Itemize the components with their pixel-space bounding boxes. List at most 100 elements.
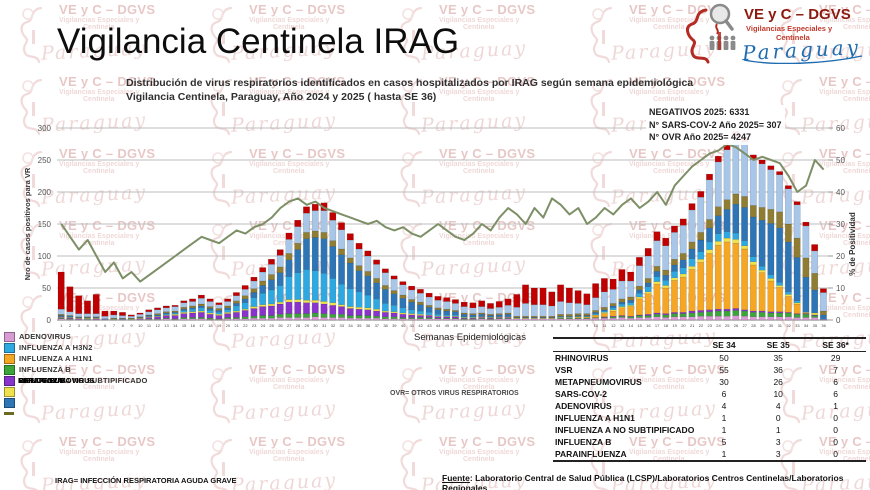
watermark-script: Paraguay	[420, 253, 528, 281]
bar-segment	[66, 317, 74, 319]
x-tick-label: 14	[629, 323, 634, 328]
watermark-script: Paraguay	[230, 253, 338, 281]
bar-segment	[714, 244, 722, 310]
x-tick-label: 42	[418, 323, 423, 328]
bar-segment	[601, 317, 608, 321]
bar-segment	[732, 203, 740, 234]
bar-segment	[487, 303, 494, 309]
x-tick-label: 1	[516, 323, 519, 328]
watermark-title: VE y C – DGVS	[59, 434, 156, 449]
bar-segment	[373, 308, 380, 312]
bar-segment	[417, 314, 424, 316]
bar-segment	[469, 313, 477, 316]
bar-segment	[714, 233, 722, 242]
bar-segment	[285, 317, 293, 321]
bar-segment	[434, 318, 442, 321]
legend-color-swatch	[4, 331, 15, 342]
x-tick-label: 7	[113, 323, 116, 328]
x-tick-label: 11	[147, 323, 152, 328]
bar-segment	[233, 305, 240, 312]
watermark-title: VE y C – DGVS	[59, 2, 156, 17]
bar-segment	[644, 248, 652, 257]
bar-segment	[653, 240, 661, 267]
bar-segment	[522, 284, 529, 304]
bar-segment	[793, 204, 801, 239]
bar-segment	[706, 309, 713, 312]
bar-segment	[811, 314, 819, 316]
watermark-subtitle-2: Centinela	[843, 168, 870, 175]
source-note: Fuente: Laboratorio Central de Salud Púb…	[442, 473, 870, 490]
x-tick-label: 50	[488, 323, 493, 328]
bar-segment	[513, 317, 521, 319]
bar-segment	[276, 301, 284, 305]
bar-segment	[136, 314, 144, 317]
bar-segment	[749, 264, 757, 312]
bar-segment	[714, 315, 722, 321]
x-tick-label: 2	[69, 323, 72, 328]
bar-segment	[145, 316, 153, 318]
bar-segment	[688, 269, 696, 312]
bar-segment	[574, 315, 582, 317]
bar-segment	[504, 317, 512, 319]
bar-segment	[57, 318, 65, 321]
bar-segment	[776, 227, 783, 283]
virus-count-cell: 4	[721, 401, 727, 411]
bar-segment	[338, 248, 345, 255]
y-right-tick-label: 50	[836, 156, 845, 165]
bar-segment	[758, 163, 766, 208]
bar-segment	[66, 318, 74, 320]
bar-segment	[767, 311, 775, 314]
bar-segment	[767, 274, 775, 279]
x-tick-label: 22	[699, 323, 704, 328]
x-tick-label: 20	[226, 323, 231, 328]
bar-segment	[460, 318, 468, 320]
bar-segment	[618, 280, 626, 300]
bar-segment	[530, 304, 538, 317]
watermark-title: VE y C – DGVS	[629, 146, 726, 161]
x-tick-label: 33	[795, 323, 800, 328]
bar-segment	[127, 319, 135, 321]
virus-name-cell: SARS-COV-2	[555, 389, 607, 399]
bar-segment	[162, 314, 170, 316]
x-tick-label: 51	[497, 323, 502, 328]
bar-segment	[636, 296, 643, 300]
bar-segment	[688, 310, 696, 314]
watermark-script: Paraguay	[800, 181, 870, 209]
bar-segment	[329, 314, 337, 318]
bar-segment	[793, 313, 801, 315]
bar-segment	[92, 317, 100, 319]
bar-segment	[250, 288, 258, 293]
bar-segment	[679, 218, 687, 226]
bar-segment	[749, 256, 757, 262]
bar-segment	[487, 314, 494, 316]
bar-segment	[723, 241, 731, 310]
bar-segment	[294, 301, 302, 314]
bar-segment	[592, 315, 600, 318]
bar-segment	[329, 302, 337, 306]
bar-segment	[653, 314, 661, 317]
bar-segment	[749, 261, 757, 266]
bar-segment	[478, 317, 486, 319]
paraguay-map-icon	[685, 8, 710, 64]
bar-segment	[381, 312, 389, 318]
table-row: INFLUENZA B 5 3 0	[553, 436, 866, 448]
table-row: INFLUENZA A NO SUBTIPIFICADO 1 1 0	[553, 424, 866, 436]
bar-segment	[171, 315, 179, 319]
bar-segment	[268, 279, 275, 291]
watermark-script: Paraguay	[800, 253, 870, 281]
legend-color-swatch	[4, 342, 15, 353]
bar-segment	[609, 309, 617, 312]
bar-segment	[802, 221, 810, 227]
watermark-subtitle: Vigilancias Especiales y	[59, 449, 140, 456]
bar-segment	[618, 298, 626, 303]
table-header-se35: SE 35	[751, 338, 806, 352]
bar-segment	[487, 319, 494, 321]
bar-segment	[268, 305, 275, 316]
bar-segment	[303, 238, 310, 270]
bar-segment	[75, 319, 83, 321]
watermark-subtitle: Vigilancias Especiales y	[249, 233, 330, 240]
bar-segment	[320, 210, 328, 233]
bar-segment	[776, 311, 783, 314]
bar-segment	[162, 317, 170, 319]
bar-segment	[92, 316, 100, 318]
